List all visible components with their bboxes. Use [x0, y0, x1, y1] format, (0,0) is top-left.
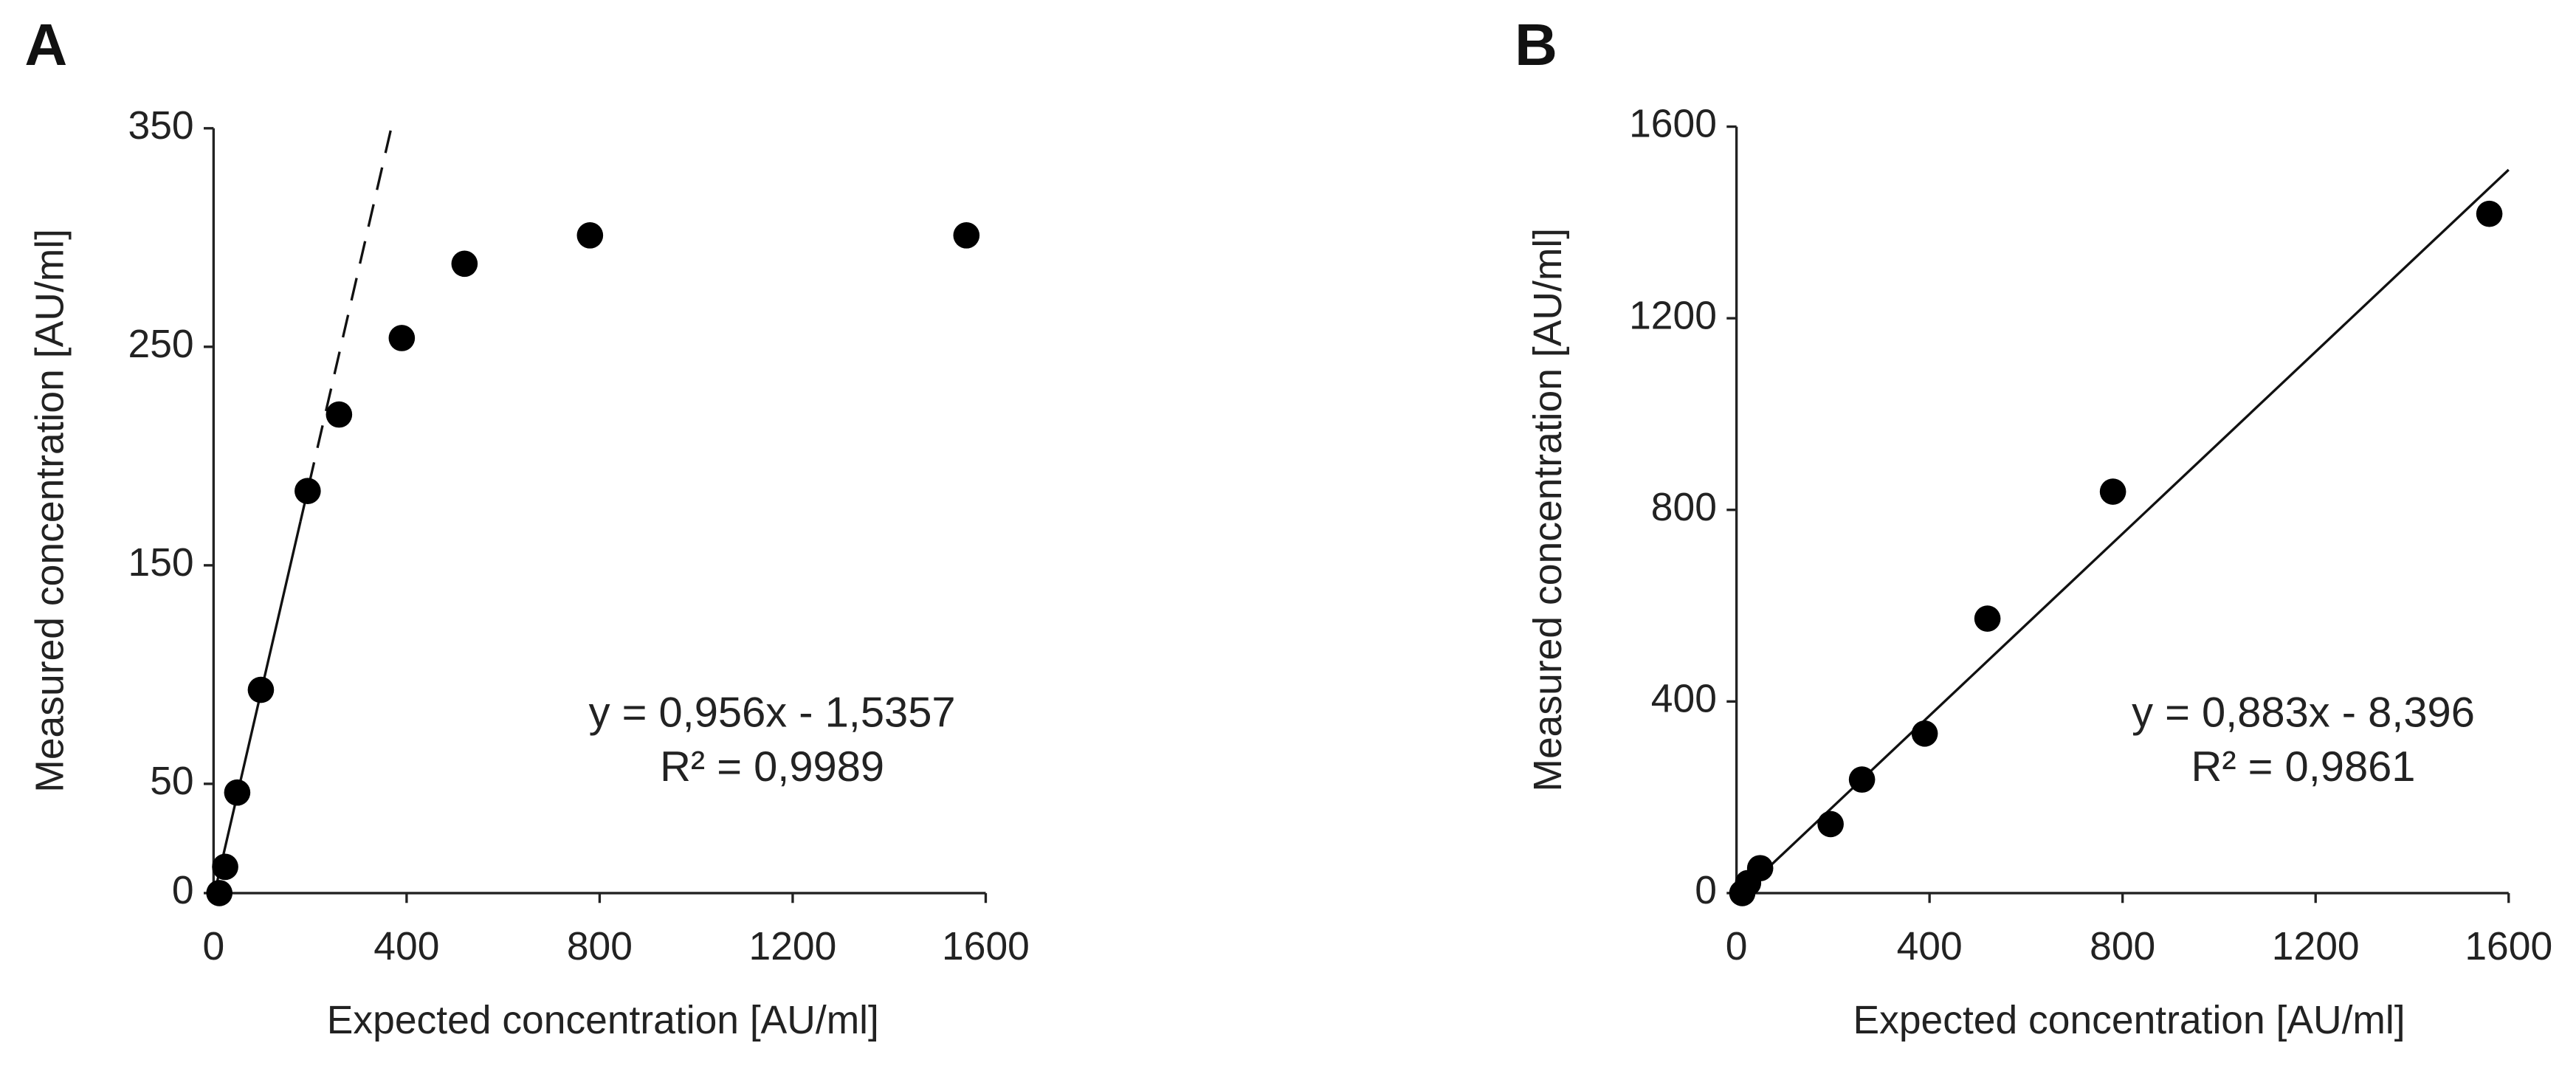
data-point [388, 325, 416, 351]
y-axis-title: Measured concentration [AU/ml] [1526, 228, 1570, 792]
y-tick-label: 1200 [1629, 294, 1717, 337]
x-tick-label: 1200 [749, 925, 837, 968]
x-tick-label: 1600 [2465, 925, 2552, 968]
y-tick-label: 800 [1651, 486, 1717, 529]
annotation: R² = 0,9861 [2191, 743, 2416, 791]
data-point [953, 222, 980, 249]
y-tick-label: 0 [1695, 869, 1717, 912]
data-point [224, 779, 251, 806]
fit-line [299, 128, 393, 523]
data-point [2476, 200, 2503, 227]
y-tick-label: 50 [150, 760, 193, 803]
y-axis-title: Measured concentration [AU/ml] [28, 229, 72, 793]
y-tick-label: 250 [128, 323, 194, 366]
x-tick-label: 400 [373, 925, 439, 968]
y-tick-label: 150 [128, 541, 194, 585]
data-point [1974, 605, 2001, 632]
x-tick-label: 0 [1726, 925, 1748, 968]
panel-label: A [24, 11, 67, 78]
annotation: R² = 0,9989 [660, 743, 884, 791]
panel-label: B [1515, 11, 1557, 78]
data-point [295, 478, 321, 505]
x-tick-label: 800 [2090, 925, 2155, 968]
data-point [1817, 810, 1844, 838]
x-axis-title: Expected concentration [AU/ml] [327, 999, 879, 1042]
annotation: y = 0,956x - 1,5357 [589, 689, 956, 737]
x-tick-label: 800 [567, 925, 633, 968]
y-tick-label: 0 [172, 869, 194, 912]
data-point [206, 880, 233, 906]
data-point [1746, 855, 1774, 881]
data-point [1911, 720, 1938, 747]
data-point [326, 401, 353, 428]
fit-line [213, 521, 302, 894]
x-tick-label: 0 [202, 925, 224, 968]
data-point [451, 250, 478, 278]
y-tick-label: 1600 [1629, 103, 1717, 146]
x-axis-title: Expected concentration [AU/ml] [1853, 999, 2405, 1042]
data-point [247, 676, 275, 703]
x-tick-label: 1600 [942, 925, 1030, 968]
x-tick-label: 400 [1897, 925, 1963, 968]
data-point [212, 853, 238, 881]
x-tick-label: 1200 [2272, 925, 2360, 968]
data-point [2099, 478, 2126, 505]
data-point [1848, 766, 1876, 793]
y-tick-label: 400 [1651, 677, 1717, 720]
data-point [576, 222, 604, 249]
annotation: y = 0,883x - 8,396 [2132, 689, 2475, 737]
y-tick-label: 350 [128, 104, 194, 148]
